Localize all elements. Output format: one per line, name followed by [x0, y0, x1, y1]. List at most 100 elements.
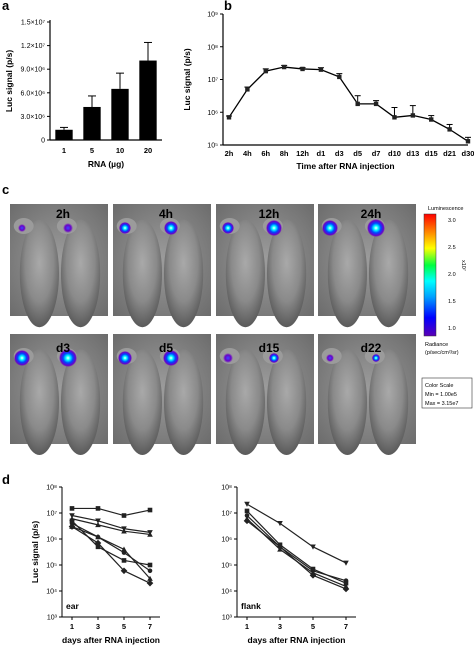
chart-d-ear-series-line	[71, 518, 151, 536]
chart-d-flank-point	[343, 578, 349, 583]
chart-d-ear-y-label: Luc signal (p/s)	[30, 521, 40, 584]
chart-d-ear-point	[95, 544, 101, 550]
chart-d-ear-series-line	[71, 526, 151, 584]
chart-a-xtick-label: 5	[90, 146, 94, 155]
chart-d-ear-xtick-label: 5	[122, 622, 126, 631]
colorbar: Luminescence 3.0 2.5 2.0 1.5 1.0 x10⁷ Ra…	[421, 206, 473, 409]
chart-a-ytick-label: 6.0×10⁶	[21, 90, 46, 97]
chart-b-point	[373, 101, 379, 107]
chart-b-ytick-label: 10⁸	[207, 44, 218, 51]
chart-b-x-label: Time after RNA injection	[296, 161, 394, 171]
mouse-body	[225, 349, 265, 456]
chart-a-bar	[83, 106, 101, 140]
chart-d-flank-point	[343, 560, 349, 566]
colorbar-gradient	[423, 213, 437, 337]
chart-d-flank-point	[310, 544, 316, 550]
mouse-body	[60, 349, 101, 456]
luminescence-spot	[269, 353, 279, 363]
chart-d-ear-ytick-label: 10⁴	[46, 589, 57, 596]
mouse-body	[266, 349, 307, 456]
chart-d-flank-ytick-label: 10³	[222, 615, 233, 622]
color-scale-min: Min = 1.00e5	[425, 392, 457, 398]
panel-label-c: c	[2, 182, 9, 197]
imaging-time-label: d3	[56, 341, 70, 355]
mouse-body	[163, 349, 204, 456]
luminescence-spot	[266, 220, 282, 236]
mouse-body	[19, 349, 59, 456]
mouse-body	[327, 349, 367, 456]
chart-b-point	[337, 74, 342, 80]
chart-b-point	[263, 68, 268, 74]
chart-b-series-line	[228, 66, 469, 142]
bioluminescence-imaging-panel: 2h 4h 12h 24h d3 d5 d15 d22	[10, 204, 416, 456]
chart-d-ear-point	[147, 562, 153, 568]
chart-d-ear-point	[121, 558, 127, 563]
chart-b-xtick-label: d5	[353, 149, 362, 158]
luminescence-spot	[367, 219, 385, 237]
mouse-body	[368, 349, 409, 456]
colorbar-title: Luminescence	[428, 206, 463, 212]
chart-d-flank-ytick-label: 10⁸	[221, 485, 232, 492]
chart-a-bar	[55, 129, 73, 140]
chart-d-flank-xtick-label: 3	[278, 622, 282, 631]
chart-d-ear-ytick-label: 10⁵	[46, 563, 57, 570]
chart-d-ear-series-line	[71, 526, 151, 579]
chart-b-xtick-label: 2h	[225, 149, 234, 158]
mouse-body	[122, 349, 162, 456]
mouse-body	[368, 219, 409, 328]
luminescence-spot	[118, 351, 132, 365]
chart-b-point	[281, 64, 287, 70]
luminescence-spot	[322, 220, 338, 236]
chart-d-flank-series-line	[246, 503, 347, 564]
chart-b-point	[447, 127, 452, 132]
chart-d-ear-point	[69, 513, 75, 519]
chart-d-ear-point	[147, 568, 153, 574]
chart-d-flank-series-line	[246, 510, 347, 584]
chart-d-ear-point	[147, 507, 153, 513]
chart-a-xtick-label: 10	[116, 146, 124, 155]
chart-d-ear-point	[95, 518, 101, 524]
chart-d-ear-series-line	[71, 522, 151, 572]
chart-a-x-label: RNA (µg)	[88, 159, 124, 169]
imaging-time-label: d5	[159, 341, 173, 355]
chart-b-ytick-label: 10⁷	[208, 77, 219, 84]
chart-b-xtick-label: 4h	[243, 149, 252, 158]
chart-d-flank-point	[243, 517, 251, 525]
chart-d-flank-point	[276, 543, 284, 551]
luminescence-spot	[164, 221, 178, 235]
chart-d-ear-point	[95, 534, 101, 540]
chart-b-xtick-label: d13	[406, 149, 419, 158]
chart-d-flank-xtick-label: 7	[344, 622, 348, 631]
chart-b-xtick-label: 12h	[296, 149, 309, 158]
colorbar-units-2: (p/sec/cm²/sr)	[425, 350, 459, 356]
chart-b-point	[318, 67, 324, 72]
chart-d-flank-point	[244, 508, 250, 514]
chart-d-flank-point	[244, 501, 250, 507]
imaging-time-label: 4h	[159, 207, 173, 221]
chart-d-ear-xtick-label: 1	[70, 622, 74, 631]
chart-d-flank-ytick-label: 10⁷	[222, 511, 233, 518]
chart-d-flank-ytick-label: 10⁶	[221, 537, 232, 544]
chart-d-ear-ytick-label: 10⁶	[46, 537, 57, 544]
color-scale-max: Max = 3.15e7	[425, 401, 458, 407]
chart-d-ear-point	[68, 523, 76, 530]
chart-d-ear-point	[121, 546, 127, 552]
chart-a-bar	[111, 88, 129, 140]
chart-a-ytick-label: 1.2×10⁷	[21, 43, 46, 50]
chart-b-point	[355, 101, 360, 107]
mouse-body	[19, 219, 59, 328]
colorbar-tick-2: 2.5	[448, 245, 456, 251]
imaging-time-label: 24h	[361, 207, 382, 221]
chart-b-xtick-label: d21	[443, 149, 456, 158]
chart-a-ytick-label: 1.5×10⁷	[21, 20, 46, 27]
chart-b-xtick-label: 8h	[280, 149, 289, 158]
chart-d-ear-point	[147, 575, 153, 581]
chart-b-ytick-label: 10⁹	[207, 12, 218, 19]
chart-d-ear: 10³ 10⁴ 10⁵ 10⁶ 10⁷ 10⁸ 1 3 5 7 ear days after RNA …	[30, 485, 160, 645]
chart-d-ear-xtick-label: 3	[96, 622, 100, 631]
chart-a-bar	[139, 60, 157, 141]
luminescence-spot	[222, 222, 234, 234]
colorbar-tick-4: 1.5	[448, 299, 456, 305]
mouse-body	[327, 219, 367, 328]
